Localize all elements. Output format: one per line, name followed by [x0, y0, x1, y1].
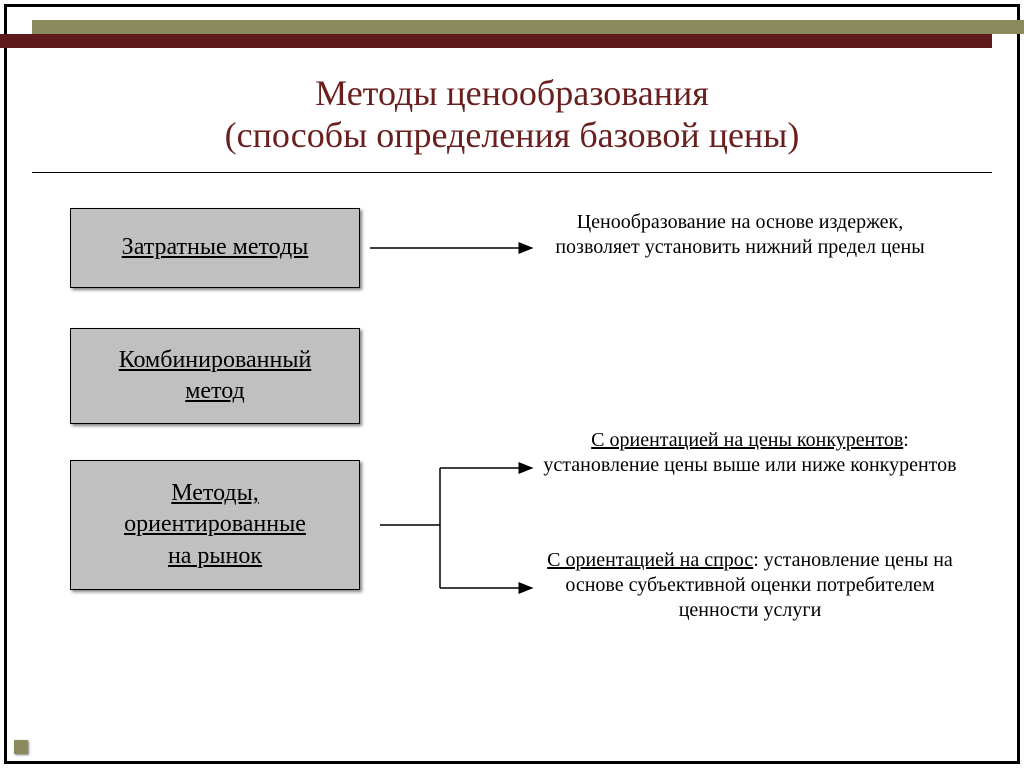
- desc3-u: С ориентацией на спрос: [547, 549, 753, 571]
- desc-demand-orientation: С ориентацией на спрос: установление цен…: [540, 548, 960, 623]
- desc-competitor-orientation: С ориентацией на цены конкурентов: устан…: [540, 428, 960, 478]
- box2-label-u: Комбинированный: [119, 347, 312, 373]
- box3-label-u: Методы,: [171, 480, 259, 506]
- topbar-olive-stripe: [32, 20, 1024, 34]
- box-cost-methods: Затратные методы: [70, 208, 360, 288]
- topbar-maroon-stripe: [0, 34, 992, 48]
- box1-label: Затратные методы: [122, 234, 309, 260]
- desc1-text: Ценообразование на основе издержек, позв…: [555, 211, 924, 258]
- topbar-decoration: [0, 20, 1024, 48]
- title-line-1: Методы ценообразования: [0, 72, 1024, 114]
- box2-label-r: метод: [185, 378, 245, 404]
- corner-square-icon: [14, 740, 28, 754]
- box-combined-method: Комбинированный метод: [70, 328, 360, 424]
- title-underline: [32, 172, 992, 173]
- title-line-2: (способы определения базовой цены): [0, 114, 1024, 156]
- box-market-methods: Методы, ориентированные на рынок: [70, 460, 360, 590]
- desc-cost-basis: Ценообразование на основе издержек, позв…: [540, 210, 940, 260]
- title-block: Методы ценообразования (способы определе…: [0, 72, 1024, 156]
- desc2-u: С ориентацией на цены конкурентов: [591, 429, 903, 451]
- box3-label-l2: ориентированные: [124, 511, 306, 537]
- box3-label-l3: на рынок: [168, 543, 262, 569]
